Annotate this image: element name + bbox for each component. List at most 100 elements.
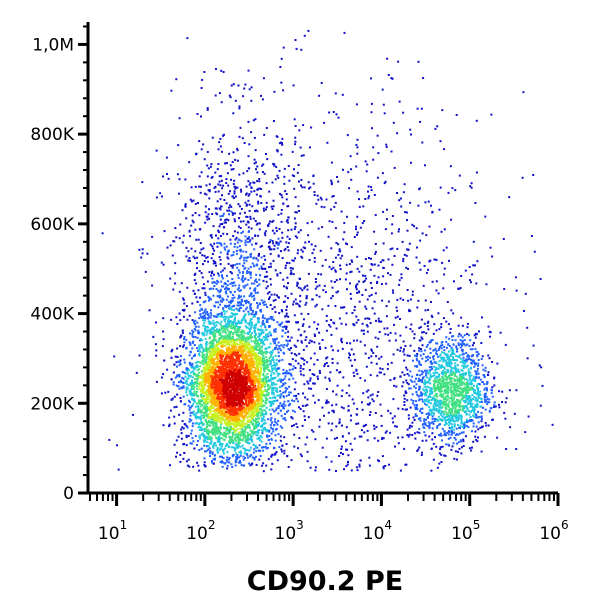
data-point: [303, 415, 306, 418]
data-point: [274, 369, 277, 372]
data-point: [297, 205, 300, 208]
data-point: [275, 229, 278, 232]
data-point: [527, 415, 530, 418]
data-point: [261, 345, 264, 348]
data-point: [222, 329, 225, 332]
data-point: [298, 352, 301, 355]
data-point: [484, 392, 487, 395]
data-point: [270, 317, 273, 320]
data-point: [178, 192, 180, 195]
data-point: [407, 383, 410, 386]
data-point: [420, 454, 423, 456]
data-point: [254, 333, 257, 336]
data-point: [433, 374, 436, 377]
data-point: [276, 174, 279, 177]
data-point: [307, 313, 310, 315]
data-point: [378, 331, 381, 333]
data-point: [170, 350, 173, 353]
data-point: [473, 415, 476, 418]
data-point: [243, 211, 246, 214]
data-point: [221, 269, 224, 272]
data-point: [369, 411, 372, 414]
data-point: [193, 320, 195, 323]
data-point: [417, 395, 420, 398]
data-point: [282, 372, 285, 375]
data-point: [469, 388, 472, 391]
data-point: [215, 329, 218, 332]
data-point: [435, 445, 438, 448]
data-point: [452, 351, 455, 354]
data-point: [215, 436, 218, 439]
data-point: [379, 403, 382, 406]
data-point: [229, 306, 232, 309]
data-point: [218, 448, 221, 451]
data-point: [172, 381, 175, 384]
data-point: [243, 256, 246, 259]
data-point: [207, 295, 210, 298]
data-point: [289, 363, 292, 366]
data-point: [231, 284, 234, 287]
data-point: [348, 352, 351, 355]
data-point: [416, 403, 418, 406]
data-point: [219, 223, 222, 226]
data-point: [227, 257, 230, 260]
data-point: [313, 341, 316, 344]
data-point: [420, 408, 422, 411]
data-point: [235, 457, 238, 460]
data-point: [385, 218, 388, 221]
data-point: [314, 469, 317, 472]
data-point: [173, 422, 176, 425]
data-point: [249, 329, 251, 332]
data-point: [433, 420, 436, 423]
data-point: [254, 324, 257, 327]
data-point: [503, 288, 506, 290]
data-point: [227, 262, 230, 265]
data-point: [217, 329, 220, 332]
data-point: [278, 345, 281, 348]
data-point: [230, 324, 233, 326]
data-point: [286, 246, 289, 248]
data-point: [221, 150, 223, 153]
data-point: [320, 205, 323, 208]
data-point: [190, 366, 193, 369]
data-point: [248, 331, 251, 333]
data-point: [264, 324, 266, 327]
data-point: [464, 401, 467, 404]
data-point: [332, 411, 335, 414]
data-point: [194, 185, 197, 188]
data-point: [365, 170, 368, 173]
data-point: [441, 366, 444, 369]
data-point: [469, 348, 472, 351]
data-point: [183, 371, 186, 374]
data-point: [279, 379, 282, 382]
data-point: [309, 377, 312, 380]
data-point: [179, 336, 182, 339]
data-point: [330, 345, 333, 348]
data-point: [425, 369, 428, 372]
data-point: [214, 262, 217, 264]
data-point: [269, 423, 272, 426]
data-point: [199, 296, 201, 299]
data-point: [440, 323, 443, 326]
data-point: [437, 380, 440, 383]
data-point: [197, 464, 200, 467]
data-point: [256, 284, 259, 287]
data-point: [185, 217, 188, 220]
data-point: [459, 383, 462, 386]
data-point: [274, 396, 277, 399]
data-point: [265, 333, 268, 336]
data-point: [378, 357, 381, 360]
data-point: [402, 350, 405, 353]
data-point: [449, 331, 452, 334]
data-point: [474, 363, 477, 366]
data-point: [193, 401, 196, 404]
data-point: [260, 412, 263, 415]
data-point: [250, 271, 252, 274]
data-point: [427, 400, 430, 403]
data-point: [269, 241, 271, 243]
data-point: [186, 387, 189, 390]
data-point: [486, 374, 489, 376]
data-point: [175, 455, 177, 458]
data-point: [460, 275, 463, 277]
data-point: [285, 241, 288, 244]
